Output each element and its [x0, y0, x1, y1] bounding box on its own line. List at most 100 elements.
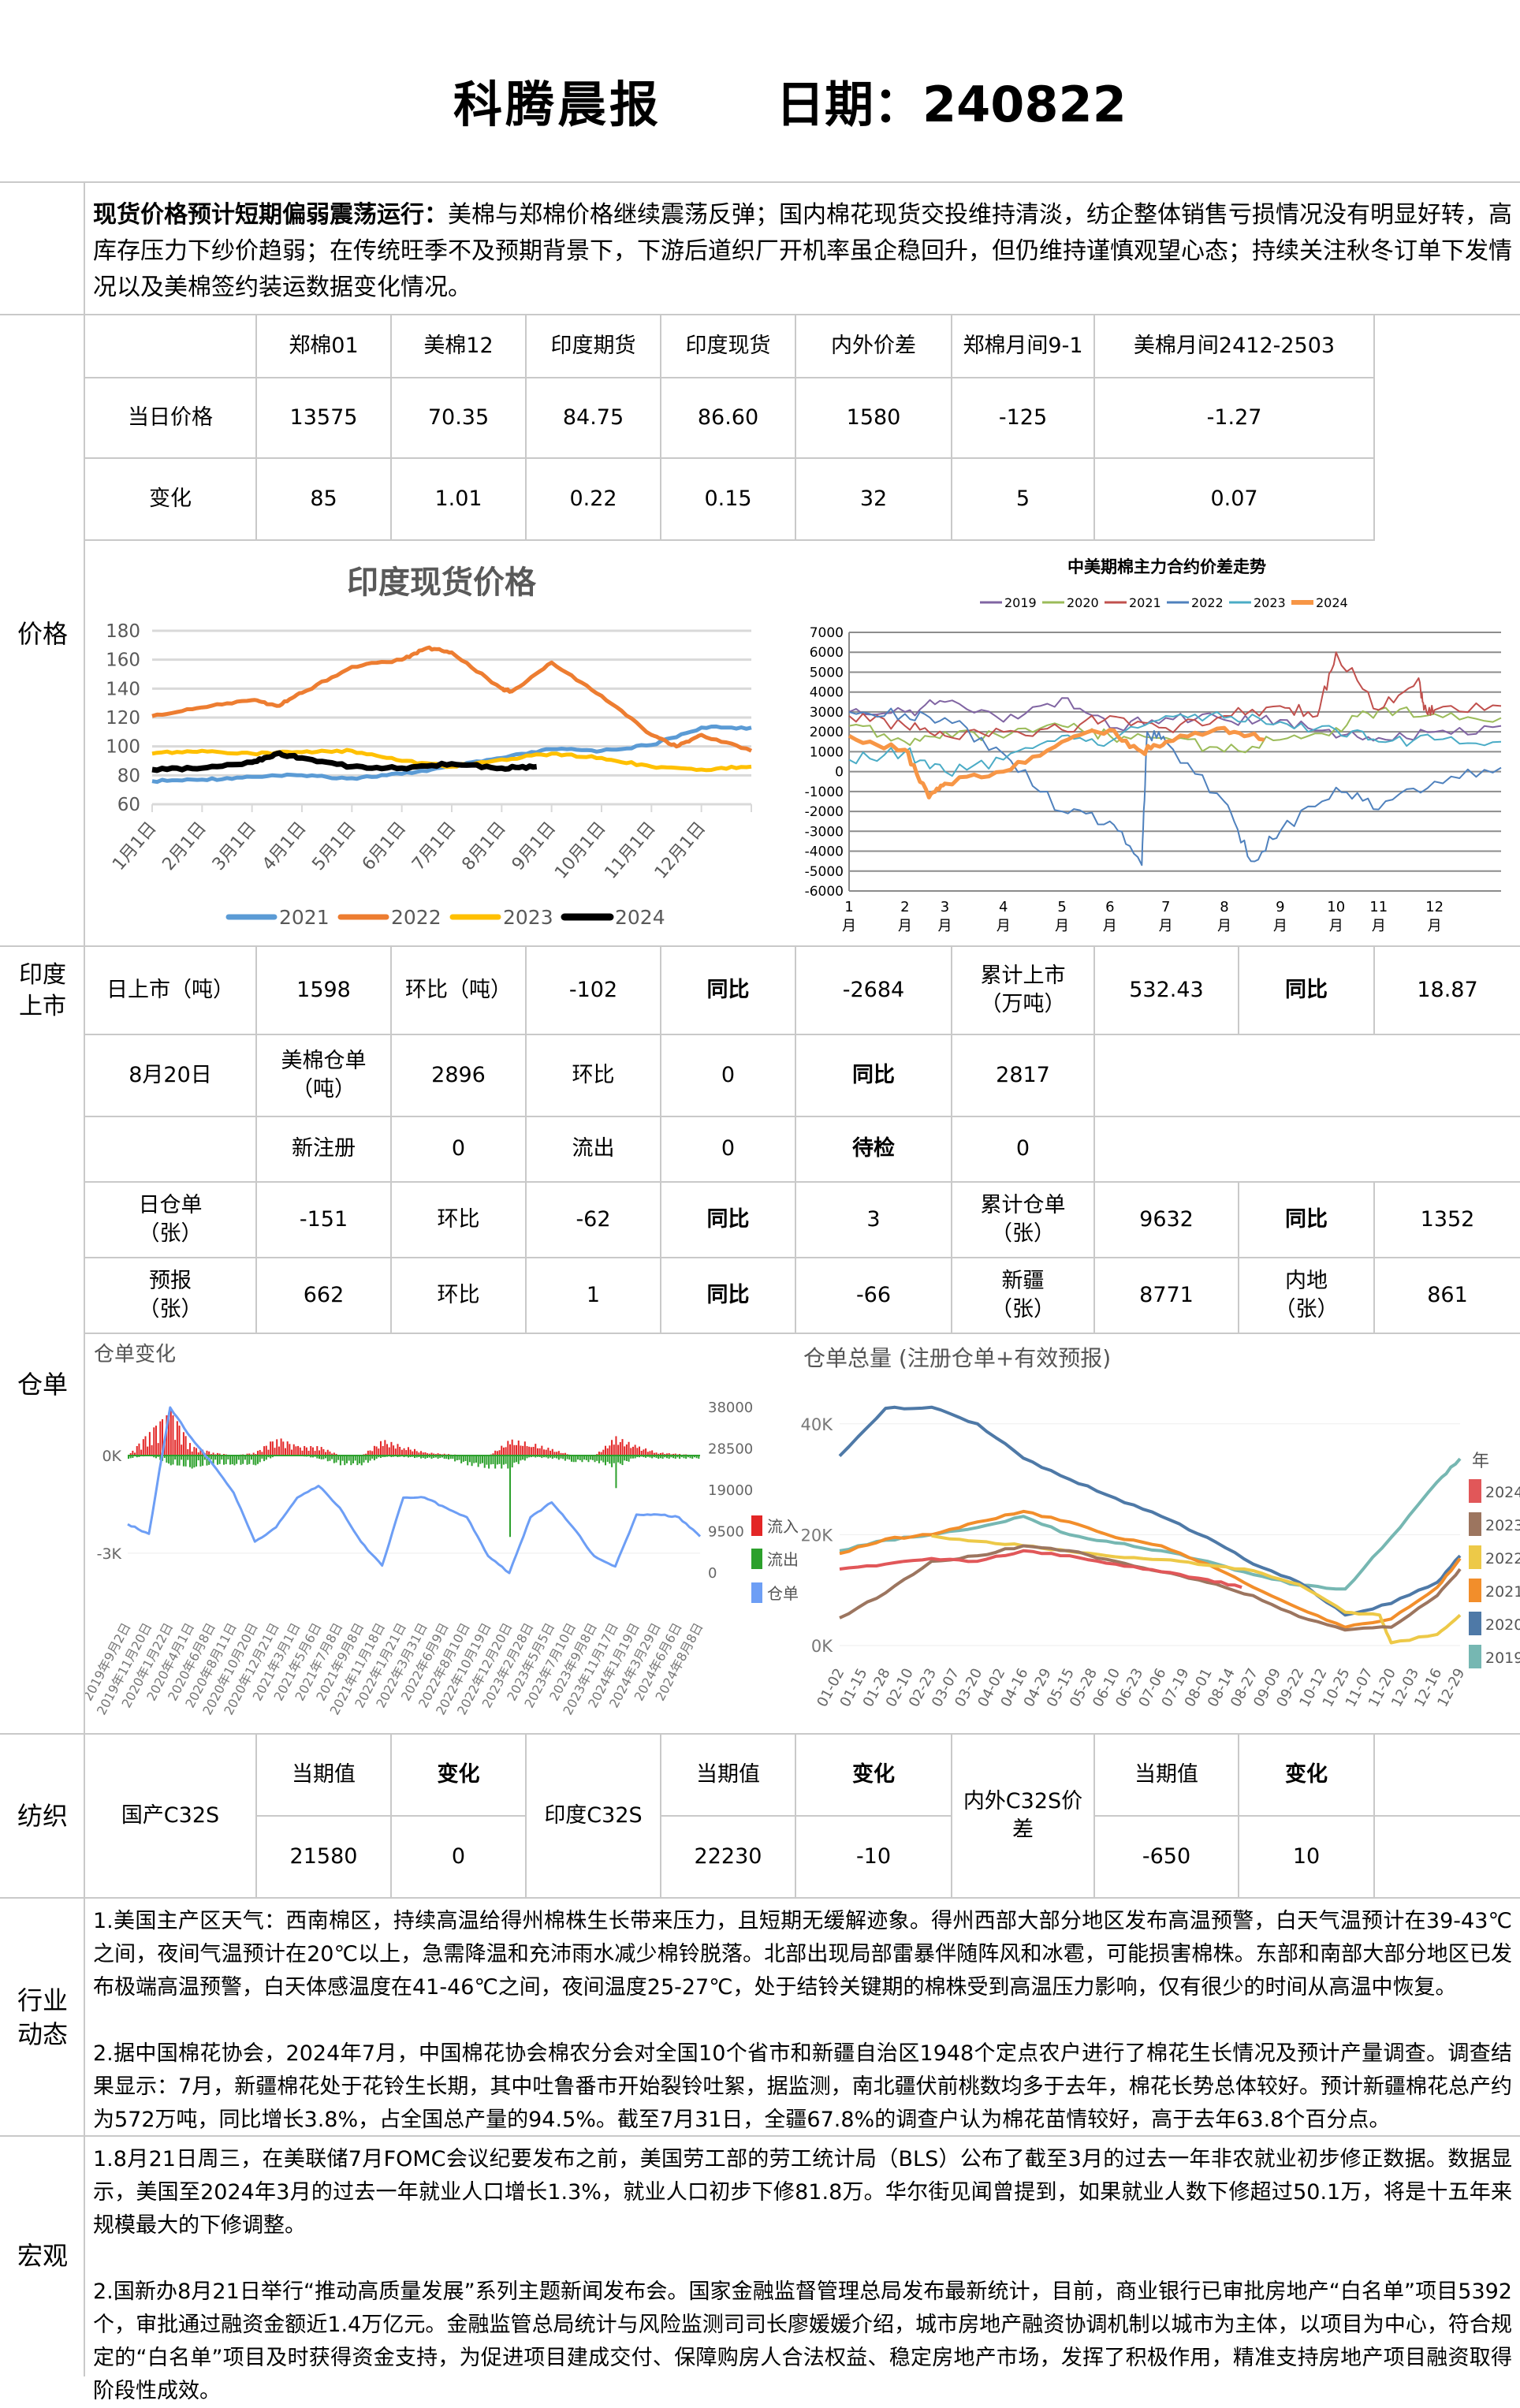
- outflow-bar: [602, 1456, 604, 1463]
- inflow-bar: [386, 1444, 388, 1456]
- x-tick-suffix: 月: [1428, 918, 1442, 934]
- inflow-bar: [547, 1448, 549, 1456]
- right-axis-label: 19000: [708, 1482, 753, 1499]
- india-spot-price-chart: 印度现货价格60801001201401601801月1日2月1日3月1日4月1…: [85, 541, 796, 947]
- outflow-bar: [333, 1456, 335, 1463]
- price-change-value: 0.15: [661, 459, 796, 541]
- x-tick-label: 9: [1276, 899, 1284, 915]
- cell-label: 预报（张）: [85, 1258, 257, 1334]
- textile-value-label: 当期值: [1095, 1735, 1239, 1817]
- outflow-bar: [223, 1456, 225, 1465]
- legend-swatch: [751, 1549, 762, 1569]
- inflow-bar: [183, 1432, 184, 1456]
- inflow-bar: [397, 1444, 398, 1456]
- outflow-bar: [516, 1456, 517, 1462]
- y-tick-label: -4000: [805, 844, 844, 860]
- cell-value: -102: [527, 947, 661, 1035]
- x-tick-suffix: 月: [938, 918, 952, 934]
- outflow-bar: [596, 1456, 598, 1461]
- inflow-bar: [282, 1441, 284, 1456]
- legend-swatch-2021: [1469, 1579, 1481, 1602]
- outflow-bar: [622, 1456, 624, 1465]
- divider: [0, 1897, 1520, 1899]
- warehouse-total-chart: 仓单总量 (注册仓单+有效预报)0K20K40K01-0201-1501-280…: [796, 1334, 1520, 1735]
- legend-label: 2024: [1485, 1484, 1520, 1501]
- y-tick-label: 1000: [810, 744, 844, 760]
- price-today-value: -125: [952, 378, 1095, 459]
- inflow-bar: [259, 1450, 261, 1456]
- price-today-value: 70.35: [392, 378, 527, 459]
- outflow-bar: [352, 1456, 354, 1463]
- cell-label: 环比: [392, 1183, 527, 1258]
- inflow-bar: [293, 1444, 295, 1456]
- textile-value: -650: [1095, 1817, 1239, 1899]
- section-label-macro: 宏观: [0, 2137, 85, 2376]
- y-tick-label: -5000: [805, 864, 844, 880]
- outflow-bar: [581, 1456, 583, 1462]
- textile-value: 22230: [661, 1817, 796, 1899]
- section-label-text: 行业动态: [17, 1984, 69, 2052]
- cell-value: 1598: [257, 947, 392, 1035]
- section-label-industry: 行业动态: [0, 1899, 85, 2137]
- inflow-bar: [272, 1441, 274, 1456]
- outflow-bar: [240, 1456, 242, 1465]
- textile-change: -10: [796, 1817, 952, 1899]
- inflow-bar: [274, 1448, 276, 1456]
- inflow-bar: [399, 1447, 400, 1456]
- outflow-bar: [361, 1456, 363, 1465]
- inflow-bar: [390, 1442, 392, 1456]
- outflow-bar: [196, 1456, 197, 1467]
- legend-label: 2019: [1004, 595, 1037, 610]
- x-tick-suffix: 月: [1103, 918, 1117, 934]
- cell-value: 861: [1375, 1258, 1520, 1334]
- inflow-bar: [607, 1448, 609, 1456]
- inflow-bar: [543, 1449, 545, 1456]
- outflow-bar: [183, 1456, 184, 1467]
- price-change-value: 85: [257, 459, 392, 541]
- inflow-bar: [263, 1446, 265, 1456]
- x-tick-label: 1: [844, 899, 853, 915]
- outflow-bar: [179, 1456, 181, 1466]
- inflow-bar: [297, 1446, 299, 1456]
- outflow-bar: [469, 1456, 471, 1462]
- x-tick-label: 4: [999, 899, 1008, 915]
- x-tick-label: 3月1日: [209, 818, 260, 874]
- y-tick-label: 4000: [810, 685, 844, 701]
- inflow-bar: [149, 1432, 151, 1456]
- inflow-bar: [622, 1439, 624, 1456]
- legend-swatch: [751, 1515, 762, 1536]
- cell-value: 9632: [1095, 1183, 1239, 1258]
- outflow-bar: [225, 1456, 227, 1464]
- outflow-bar: [607, 1456, 609, 1462]
- market-summary: 现货价格预计短期偏弱震荡运行：美棉与郑棉价格继续震荡反弹；国内棉花现货交投维持清…: [93, 197, 1512, 306]
- outflow-bar: [193, 1456, 195, 1467]
- textile-name: 印度C32S: [527, 1735, 661, 1899]
- cell-label: 待检: [796, 1117, 952, 1183]
- y-tick-label: 140: [106, 679, 140, 699]
- inflow-bar: [158, 1443, 159, 1456]
- cell-value: 532.43: [1095, 947, 1239, 1035]
- outflow-bar: [501, 1456, 502, 1469]
- legend-label: 流出: [767, 1547, 799, 1570]
- textile-name: 内外C32S价差: [952, 1735, 1095, 1899]
- outflow-bar: [259, 1456, 261, 1462]
- inflow-bar: [505, 1447, 507, 1456]
- inflow-bar: [312, 1448, 314, 1456]
- inflow-bar: [518, 1441, 520, 1456]
- legend-label: 2022: [391, 906, 441, 929]
- cell-value: 0: [661, 1117, 796, 1183]
- outflow-bar: [229, 1456, 231, 1465]
- y-tick-label: 0: [835, 765, 844, 781]
- outflow-bar: [571, 1456, 572, 1462]
- outflow-bar: [507, 1456, 509, 1469]
- outflow-bar: [620, 1456, 621, 1463]
- outflow-bar: [465, 1456, 467, 1461]
- outflow-bar: [598, 1456, 600, 1463]
- cell-value: 1: [527, 1258, 661, 1334]
- x-tick-label: 2月1日: [158, 818, 210, 874]
- inflow-bar: [503, 1448, 505, 1456]
- outflow-bar: [336, 1456, 337, 1463]
- macro-news: 1.8月21日周三，在美联储7月FOMC会议纪要发布之前，美国劳工部的劳工统计局…: [93, 2143, 1512, 2408]
- legend-title: 年: [1472, 1452, 1489, 1471]
- inflow-bar: [185, 1436, 187, 1456]
